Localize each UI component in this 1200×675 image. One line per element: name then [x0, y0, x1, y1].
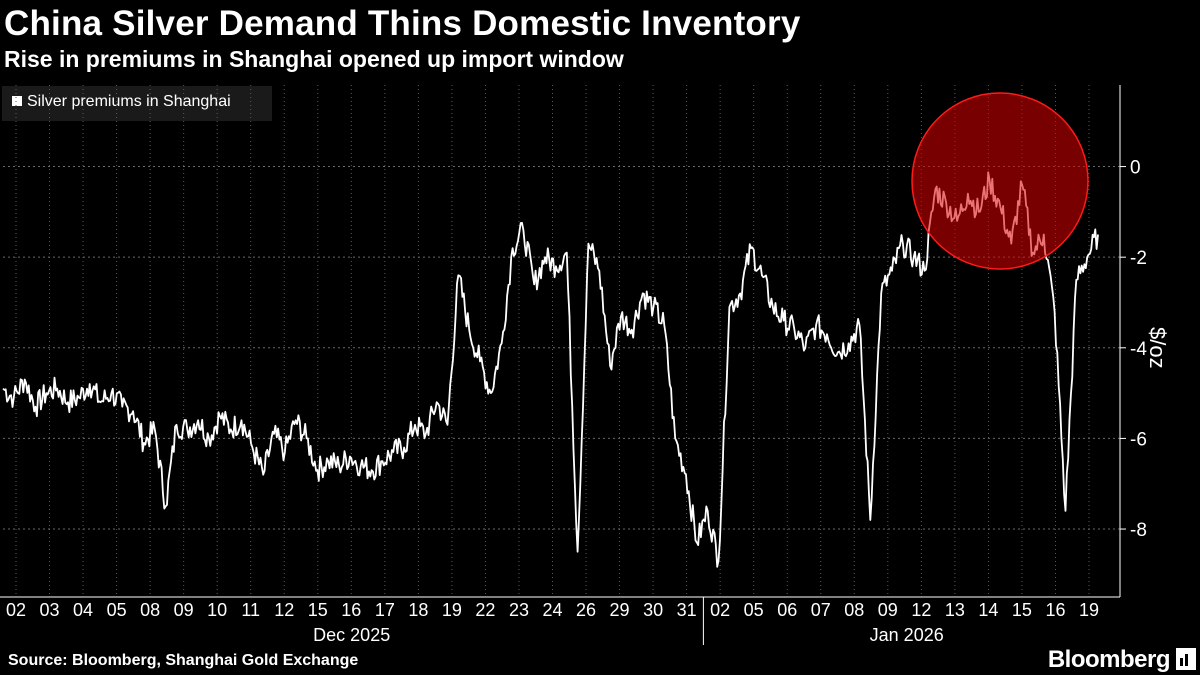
- x-tick-label: 31: [677, 600, 697, 620]
- x-tick-label: 04: [73, 600, 93, 620]
- x-month-label: Jan 2026: [870, 625, 944, 645]
- y-axis: 0 -2 -4 -6 -8: [1119, 85, 1147, 597]
- y-tick-label: -6: [1130, 429, 1147, 450]
- x-tick-label: 26: [576, 600, 596, 620]
- gridlines: [3, 85, 1120, 597]
- x-tick-label: 05: [107, 600, 127, 620]
- x-tick-label: 30: [643, 600, 663, 620]
- bloomberg-terminal-icon: [1176, 648, 1196, 670]
- x-tick-label: 29: [610, 600, 630, 620]
- bloomberg-logo: Bloomberg: [1047, 646, 1171, 673]
- x-tick-label: 08: [844, 600, 864, 620]
- x-tick-label: 15: [1012, 600, 1032, 620]
- y-axis-label: $/oz: [1145, 327, 1170, 369]
- annotation-layer: [911, 92, 1089, 270]
- legend-swatch: [12, 96, 22, 106]
- x-axis: 02 03 04 05 08 09 10 11 12 15 16 17 18 19 22 23 24 26 29 30…: [0, 596, 1120, 645]
- x-tick-label: 11: [241, 600, 260, 620]
- x-tick-label: 15: [308, 600, 328, 620]
- x-tick-label: 17: [375, 600, 395, 620]
- source-note: Source: Bloomberg, Shanghai Gold Exchang…: [8, 652, 359, 669]
- x-tick-label: 19: [442, 600, 462, 620]
- x-tick-label: 16: [341, 600, 361, 620]
- x-tick-label: 14: [978, 600, 998, 620]
- chart-title: China Silver Demand Thins Domestic Inven…: [4, 4, 801, 43]
- x-tick-label: 12: [274, 600, 294, 620]
- y-tick-label: 0: [1130, 158, 1141, 179]
- x-tick-label: 09: [878, 600, 898, 620]
- x-tick-label: 06: [777, 600, 797, 620]
- x-tick-label: 12: [911, 600, 931, 620]
- x-tick-label: 22: [475, 600, 495, 620]
- x-tick-label: 13: [945, 600, 965, 620]
- x-month-label: Dec 2025: [313, 625, 390, 645]
- y-tick-label: -2: [1130, 248, 1147, 269]
- x-tick-label: 03: [40, 600, 60, 620]
- x-tick-label: 24: [542, 600, 562, 620]
- legend-box: [2, 86, 272, 121]
- y-tick-label: -4: [1130, 339, 1147, 360]
- x-tick-label: 05: [744, 600, 764, 620]
- x-tick-label: 23: [509, 600, 529, 620]
- x-tick-label: 19: [1079, 600, 1099, 620]
- x-tick-label: 02: [710, 600, 730, 620]
- y-tick-label: -8: [1130, 520, 1147, 541]
- x-tick-label: 10: [207, 600, 227, 620]
- series-line: [2, 171, 1099, 568]
- x-tick-label: 16: [1045, 600, 1065, 620]
- legend-label: Silver premiums in Shanghai: [27, 93, 231, 110]
- plot-area: [2, 171, 1099, 568]
- x-tick-label: 07: [811, 600, 831, 620]
- highlight-circle: [911, 92, 1089, 270]
- x-tick-label: 09: [174, 600, 194, 620]
- x-tick-label: 18: [408, 600, 428, 620]
- x-tick-label: 08: [140, 600, 160, 620]
- chart-subtitle: Rise in premiums in Shanghai opened up i…: [4, 46, 624, 72]
- x-tick-label: 02: [6, 600, 26, 620]
